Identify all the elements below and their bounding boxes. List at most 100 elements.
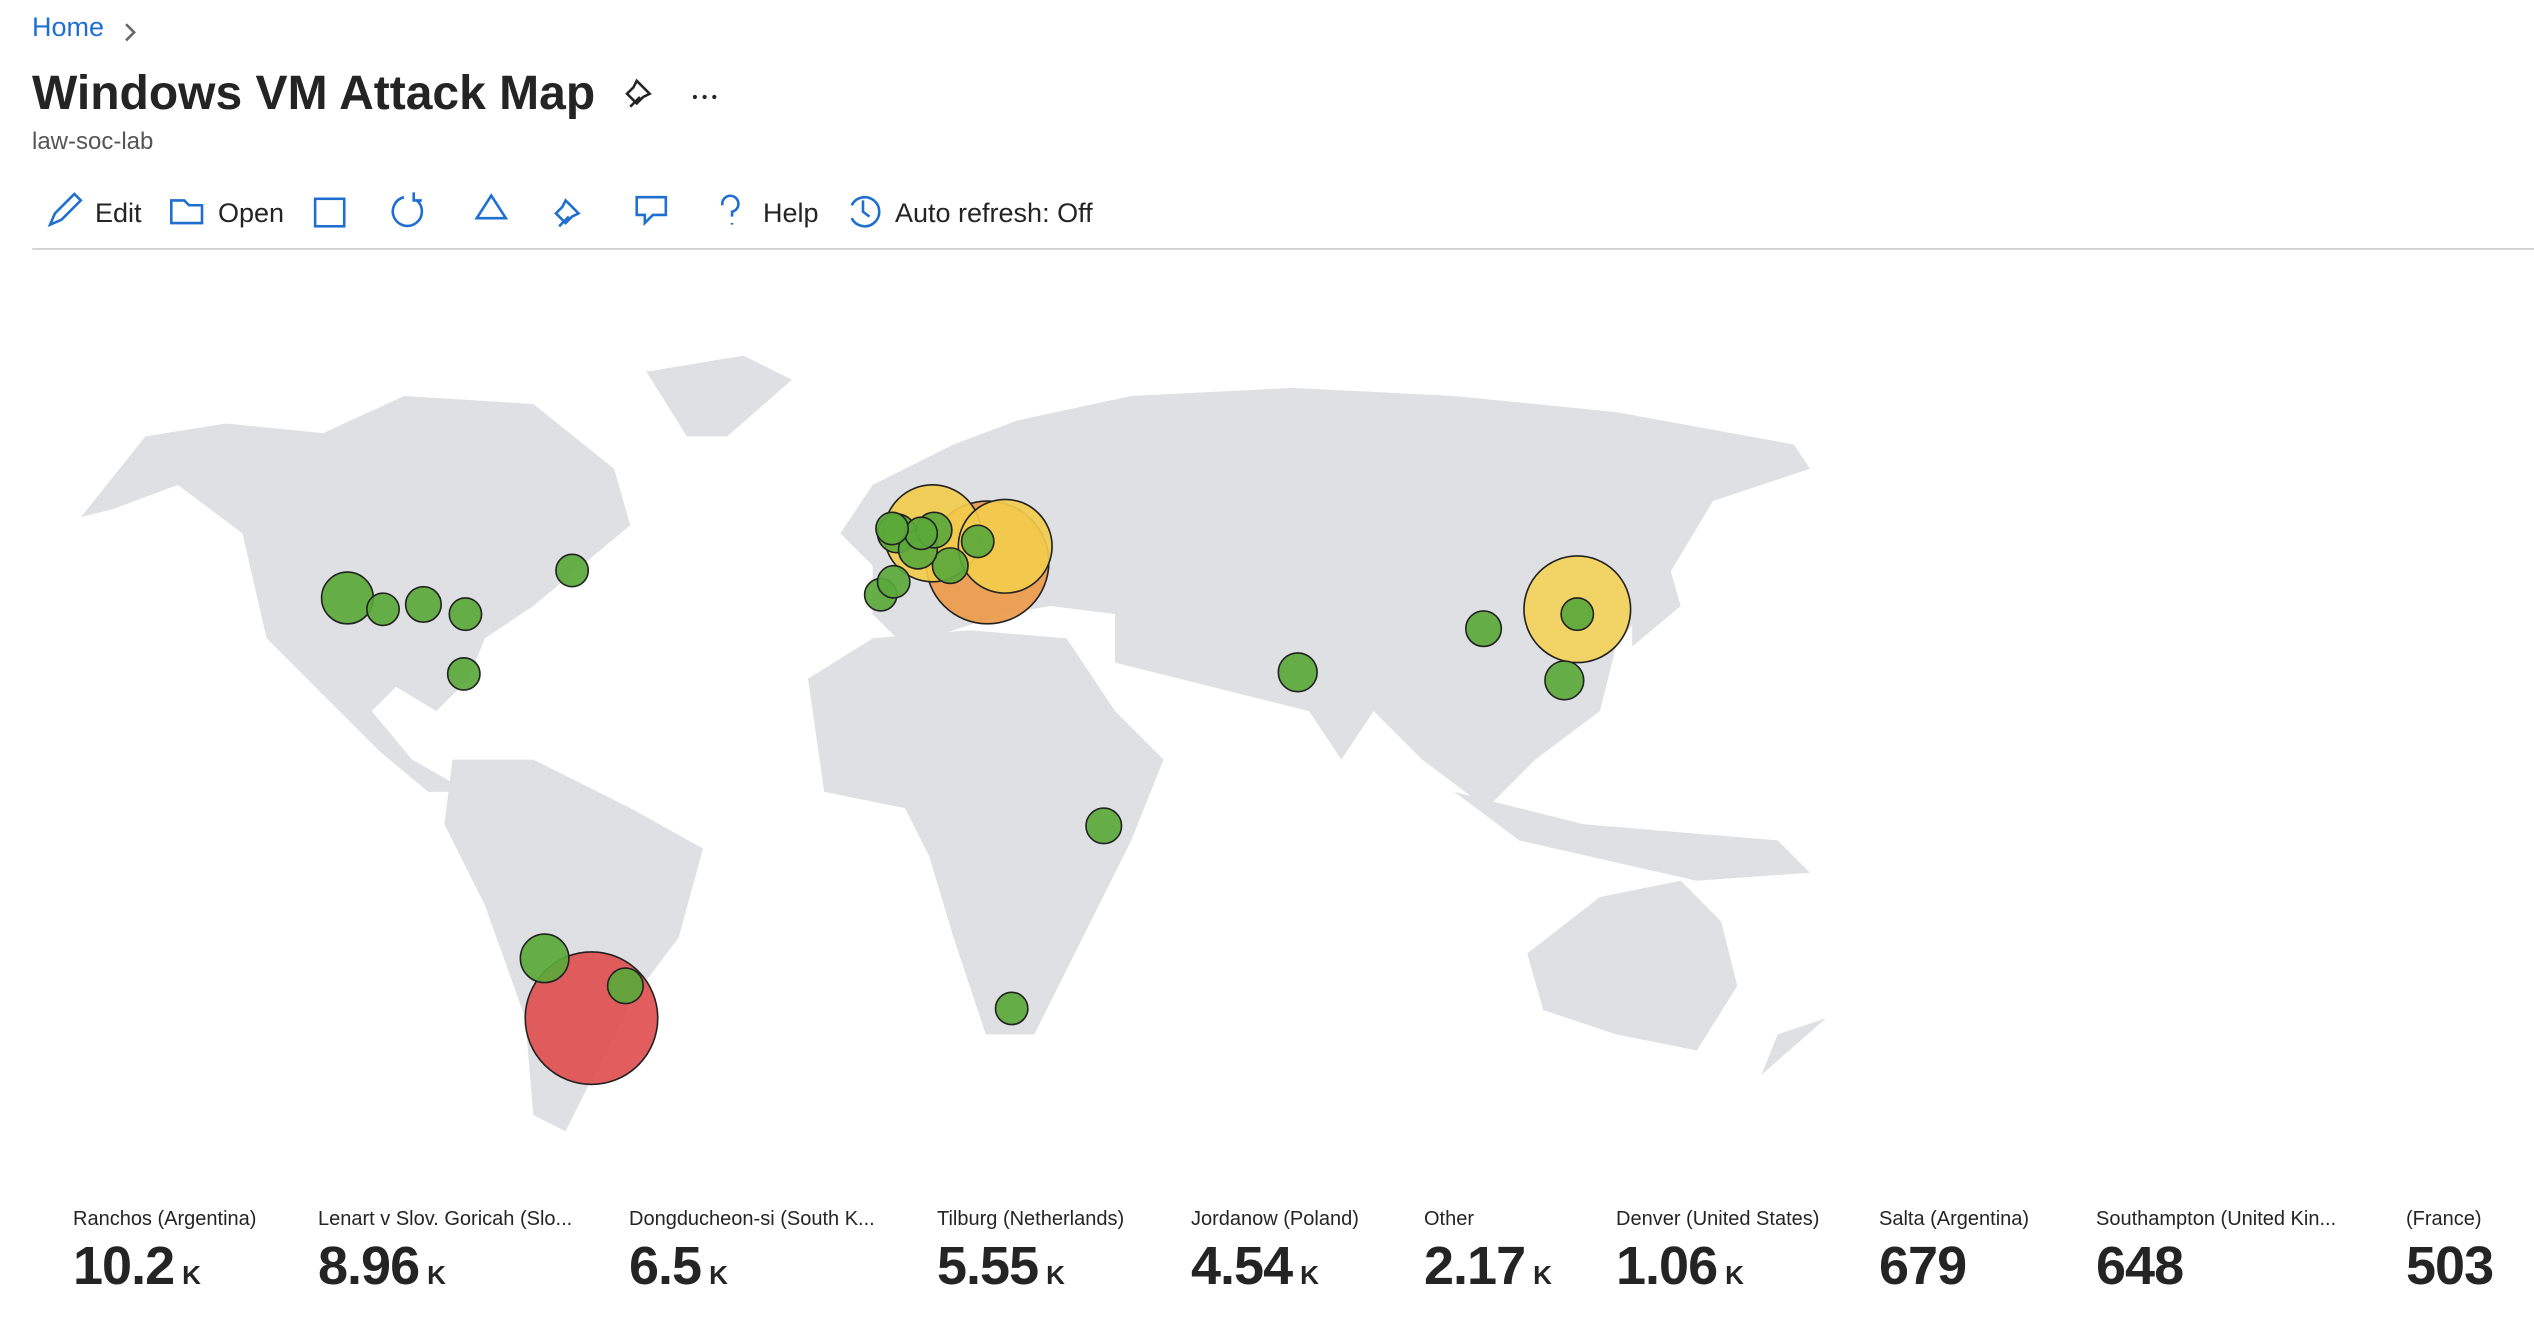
bubble[interactable] bbox=[931, 547, 969, 585]
tile-value: 648 bbox=[2096, 1235, 2336, 1297]
help-icon[interactable] bbox=[721, 194, 740, 225]
auto-refresh-icon[interactable] bbox=[850, 195, 881, 228]
bubble[interactable] bbox=[1560, 597, 1595, 632]
bubble[interactable] bbox=[606, 967, 645, 1005]
feedback-icon[interactable] bbox=[635, 195, 668, 227]
tile-number: 503 bbox=[2406, 1236, 2494, 1296]
bubble[interactable] bbox=[519, 933, 570, 984]
tile-value: 10.2 K bbox=[73, 1235, 256, 1297]
share-icon[interactable] bbox=[474, 193, 509, 220]
tile-unit: K bbox=[1725, 1260, 1744, 1290]
world-map bbox=[80, 355, 1827, 1132]
page-title: Windows VM Attack Map bbox=[32, 67, 596, 120]
breadcrumb-home[interactable]: Home bbox=[32, 12, 105, 42]
tile-unit: K bbox=[1533, 1260, 1552, 1290]
tile-value: 1.06 K bbox=[1616, 1235, 1819, 1297]
tile-label: Jordanow (Poland) bbox=[1191, 1208, 1359, 1230]
bubble[interactable] bbox=[366, 592, 400, 627]
tile-value: 6.5 K bbox=[629, 1235, 875, 1297]
tile-label: Denver (United States) bbox=[1616, 1208, 1820, 1230]
tile[interactable]: Other 2.17 K bbox=[1424, 1208, 1552, 1297]
bubble[interactable] bbox=[1277, 652, 1318, 693]
tile[interactable]: Jordanow (Poland) 4.54 K bbox=[1191, 1208, 1359, 1297]
tile-value: 503 bbox=[2406, 1235, 2494, 1297]
tile[interactable]: Salta (Argentina) 679 bbox=[1879, 1208, 2029, 1297]
tile[interactable]: Southampton (United Kin... 648 bbox=[2096, 1208, 2336, 1297]
breadcrumb-chevron bbox=[125, 23, 136, 42]
open-icon[interactable] bbox=[170, 199, 204, 225]
toolbar-help[interactable]: Help bbox=[763, 198, 819, 228]
toolbar-edit[interactable]: Edit bbox=[95, 198, 142, 228]
tile[interactable]: Lenart v Slov. Goricah (Slo... 8.96 K bbox=[318, 1208, 572, 1297]
tile-label: Other bbox=[1424, 1208, 1475, 1230]
tile-number: 1.06 bbox=[1616, 1236, 1718, 1296]
bubble[interactable] bbox=[448, 597, 483, 632]
tile[interactable]: Dongducheon-si (South K... 6.5 K bbox=[629, 1208, 875, 1297]
tile-label: Southampton (United Kin... bbox=[2096, 1208, 2337, 1230]
bubble[interactable] bbox=[404, 585, 442, 624]
japan bbox=[1632, 549, 1681, 647]
tile-value: 5.55 K bbox=[937, 1235, 1124, 1297]
refresh-icon[interactable] bbox=[391, 192, 424, 228]
toolbar-auto-refresh[interactable]: Auto refresh: Off bbox=[895, 198, 1093, 228]
bubble[interactable] bbox=[957, 498, 1053, 594]
tile-label: Tilburg (Netherlands) bbox=[937, 1208, 1125, 1230]
tile-unit: K bbox=[1046, 1260, 1065, 1290]
toolbar-icons bbox=[47, 23, 881, 228]
tile-label: (France) bbox=[2406, 1208, 2482, 1230]
tile-number: 648 bbox=[2096, 1236, 2184, 1296]
tile-unit: K bbox=[1300, 1260, 1319, 1290]
bubble[interactable] bbox=[555, 553, 590, 588]
south-america bbox=[444, 759, 703, 1132]
tile-unit: K bbox=[182, 1260, 201, 1290]
tile-unit: K bbox=[427, 1260, 446, 1290]
tile[interactable]: Denver (United States) 1.06 K bbox=[1616, 1208, 1819, 1297]
tile-value: 4.54 K bbox=[1191, 1235, 1359, 1297]
africa bbox=[808, 630, 1164, 1035]
tile-number: 8.96 bbox=[318, 1236, 420, 1296]
tile-value: 8.96 K bbox=[318, 1235, 572, 1297]
tile-value: 679 bbox=[1879, 1235, 2029, 1297]
tile-label: Salta (Argentina) bbox=[1879, 1208, 2030, 1230]
bubble[interactable] bbox=[1464, 610, 1503, 648]
tile-number: 679 bbox=[1879, 1236, 1967, 1296]
bubble[interactable] bbox=[1544, 660, 1585, 701]
bubble[interactable] bbox=[994, 991, 1029, 1026]
bubble[interactable] bbox=[1085, 807, 1123, 845]
australia bbox=[1527, 880, 1738, 1051]
tile-number: 5.55 bbox=[937, 1236, 1039, 1296]
bubble[interactable] bbox=[446, 656, 481, 691]
bubble[interactable] bbox=[875, 511, 910, 546]
save-icon[interactable] bbox=[313, 197, 346, 228]
tile-number: 6.5 bbox=[629, 1236, 702, 1296]
maritime-asia bbox=[1454, 791, 1810, 881]
greenland bbox=[646, 355, 792, 437]
toolbar-open[interactable]: Open bbox=[218, 198, 285, 228]
tile-number: 2.17 bbox=[1424, 1236, 1526, 1296]
attack-bubbles bbox=[320, 484, 1632, 1086]
tile-label: Lenart v Slov. Goricah (Slo... bbox=[318, 1208, 573, 1230]
bubble[interactable] bbox=[960, 524, 995, 559]
tile-number: 10.2 bbox=[73, 1236, 175, 1296]
bubble[interactable] bbox=[876, 564, 911, 599]
more-icon[interactable] bbox=[692, 94, 717, 100]
bubble[interactable] bbox=[904, 516, 939, 551]
tile-label: Ranchos (Argentina) bbox=[73, 1208, 257, 1230]
tile[interactable]: (France) 503 bbox=[2406, 1208, 2494, 1297]
pin-dashboard-icon[interactable] bbox=[554, 198, 581, 228]
pin-icon[interactable] bbox=[625, 78, 652, 108]
tile[interactable]: Tilburg (Netherlands) 5.55 K bbox=[937, 1208, 1124, 1297]
new-zealand bbox=[1761, 1018, 1827, 1075]
bubble[interactable] bbox=[320, 571, 375, 625]
page-subtitle: law-soc-lab bbox=[32, 128, 154, 155]
tile-value: 2.17 K bbox=[1424, 1235, 1552, 1297]
eurasia bbox=[840, 387, 1810, 809]
tile-unit: K bbox=[709, 1260, 728, 1290]
tile-number: 4.54 bbox=[1191, 1236, 1293, 1296]
tile[interactable]: Ranchos (Argentina) 10.2 K bbox=[73, 1208, 256, 1297]
edit-icon[interactable] bbox=[47, 192, 83, 228]
tile-label: Dongducheon-si (South K... bbox=[629, 1208, 875, 1230]
